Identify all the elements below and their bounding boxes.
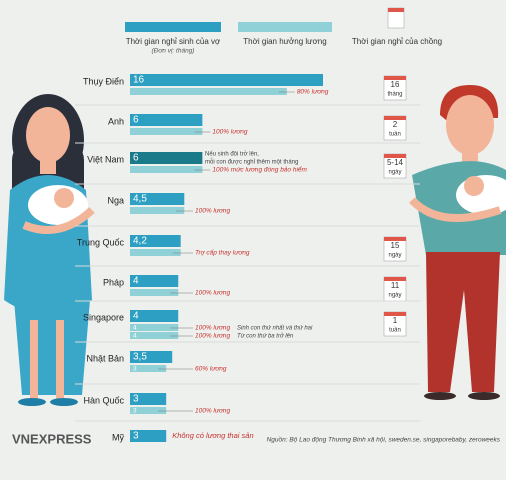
remark: Nếu sinh đôi trở lên, (205, 151, 259, 158)
country-label: Mỹ (112, 432, 124, 442)
leave-label: 6 (133, 115, 139, 126)
leave-label: 4,2 (133, 236, 147, 247)
leave-bar (130, 310, 179, 322)
father-leave: 5-14 (387, 158, 404, 167)
paid-detail: Từ con thứ ba trở lên (237, 333, 294, 340)
paid-note: 100% lương (195, 290, 231, 297)
source: Nguồn: Bộ Lao động Thương Binh xã hội, s… (267, 435, 501, 444)
country-label: Nga (107, 195, 124, 205)
paid-bar (130, 332, 179, 339)
calendar-top (384, 76, 406, 80)
paid-note: 100% lương (195, 333, 231, 340)
leave-label: 16 (133, 75, 145, 86)
paid-label: 4 (133, 325, 137, 332)
country-label: Hàn Quốc (83, 395, 124, 405)
country-label: Thụy Điển (83, 76, 124, 86)
leave-bar (130, 74, 323, 86)
leave-bar (130, 235, 181, 247)
leave-label: 4,5 (133, 194, 147, 205)
paid-bar (130, 207, 185, 214)
paid-bar (130, 289, 179, 296)
paid-note: 80% lương (297, 89, 329, 96)
leave-label: 3 (133, 394, 139, 405)
leave-bar (130, 152, 203, 164)
calendar-top (384, 277, 406, 281)
father-leave: ngày (388, 253, 401, 259)
paid-note: 60% lương (195, 366, 227, 373)
paid-note: 100% mức lương đóng bảo hiểm (212, 166, 307, 174)
paid-detail: Sinh con thứ nhất và thứ hai (237, 325, 313, 332)
legend-label: Thời gian hưởng lương (243, 37, 326, 46)
legend-calendar-top (388, 8, 404, 12)
leave-label: 4 (133, 276, 139, 287)
country-label: Trung Quốc (77, 237, 125, 247)
leave-bar (130, 393, 167, 405)
father-leave: tuần (389, 132, 401, 138)
remark: mỗi con được nghỉ thêm một tháng (205, 159, 298, 166)
father-leave: 15 (391, 241, 400, 250)
country-label: Nhật Bản (86, 353, 124, 363)
father-leave: tháng (387, 92, 402, 98)
leave-bar (130, 430, 167, 442)
leave-bar (130, 275, 179, 287)
paid-label: 4 (133, 333, 137, 340)
calendar-top (384, 154, 406, 158)
legend-label: Thời gian nghỉ sinh của vợ (126, 37, 221, 46)
logo: VNEXPRESS (12, 431, 92, 446)
father-leave: 16 (391, 80, 400, 89)
paid-label: 3 (133, 408, 137, 415)
leave-bar (130, 114, 203, 126)
paid-bar (130, 128, 203, 135)
woman-figure (4, 94, 95, 406)
leave-label: 6 (133, 153, 139, 164)
country-label: Anh (108, 116, 124, 126)
father-leave: ngày (388, 293, 401, 299)
country-label: Singapore (83, 312, 124, 322)
father-leave: ngày (388, 170, 401, 176)
leave-label: 3,5 (133, 352, 147, 363)
paid-bar (130, 249, 181, 256)
paid-bar (130, 324, 179, 331)
legend-swatch (125, 22, 221, 32)
leave-bar (130, 193, 185, 205)
country-label: Việt Nam (87, 154, 124, 164)
father-leave: tuần (389, 328, 401, 334)
calendar-top (384, 116, 406, 120)
father-leave: 1 (393, 316, 398, 325)
paid-note: 100% lương (212, 129, 248, 136)
paid-note: 100% lương (195, 325, 231, 332)
paid-bar (130, 166, 203, 173)
leave-bar (130, 351, 173, 363)
paid-bar (130, 88, 287, 95)
father-leave: 2 (393, 120, 398, 129)
paid-bar (130, 365, 167, 372)
paid-note: 100% lương (195, 408, 231, 415)
man-figure (409, 85, 506, 400)
calendar-top (384, 312, 406, 316)
legend-swatch (238, 22, 332, 32)
paid-note: Trợ cấp thay lương (195, 249, 250, 257)
leave-label: 3 (133, 431, 139, 442)
calendar-top (384, 237, 406, 241)
paid-bar (130, 407, 167, 414)
country-label: Pháp (103, 277, 124, 287)
father-leave: 11 (391, 281, 400, 290)
legend-note: (Đơn vị: tháng) (152, 48, 195, 55)
paid-note: 100% lương (195, 208, 231, 215)
paid-label: 3 (133, 366, 137, 373)
leave-label: 4 (133, 311, 139, 322)
remark: Không có lương thai sản (172, 431, 253, 440)
legend-label: Thời gian nghỉ của chồng (352, 37, 442, 46)
